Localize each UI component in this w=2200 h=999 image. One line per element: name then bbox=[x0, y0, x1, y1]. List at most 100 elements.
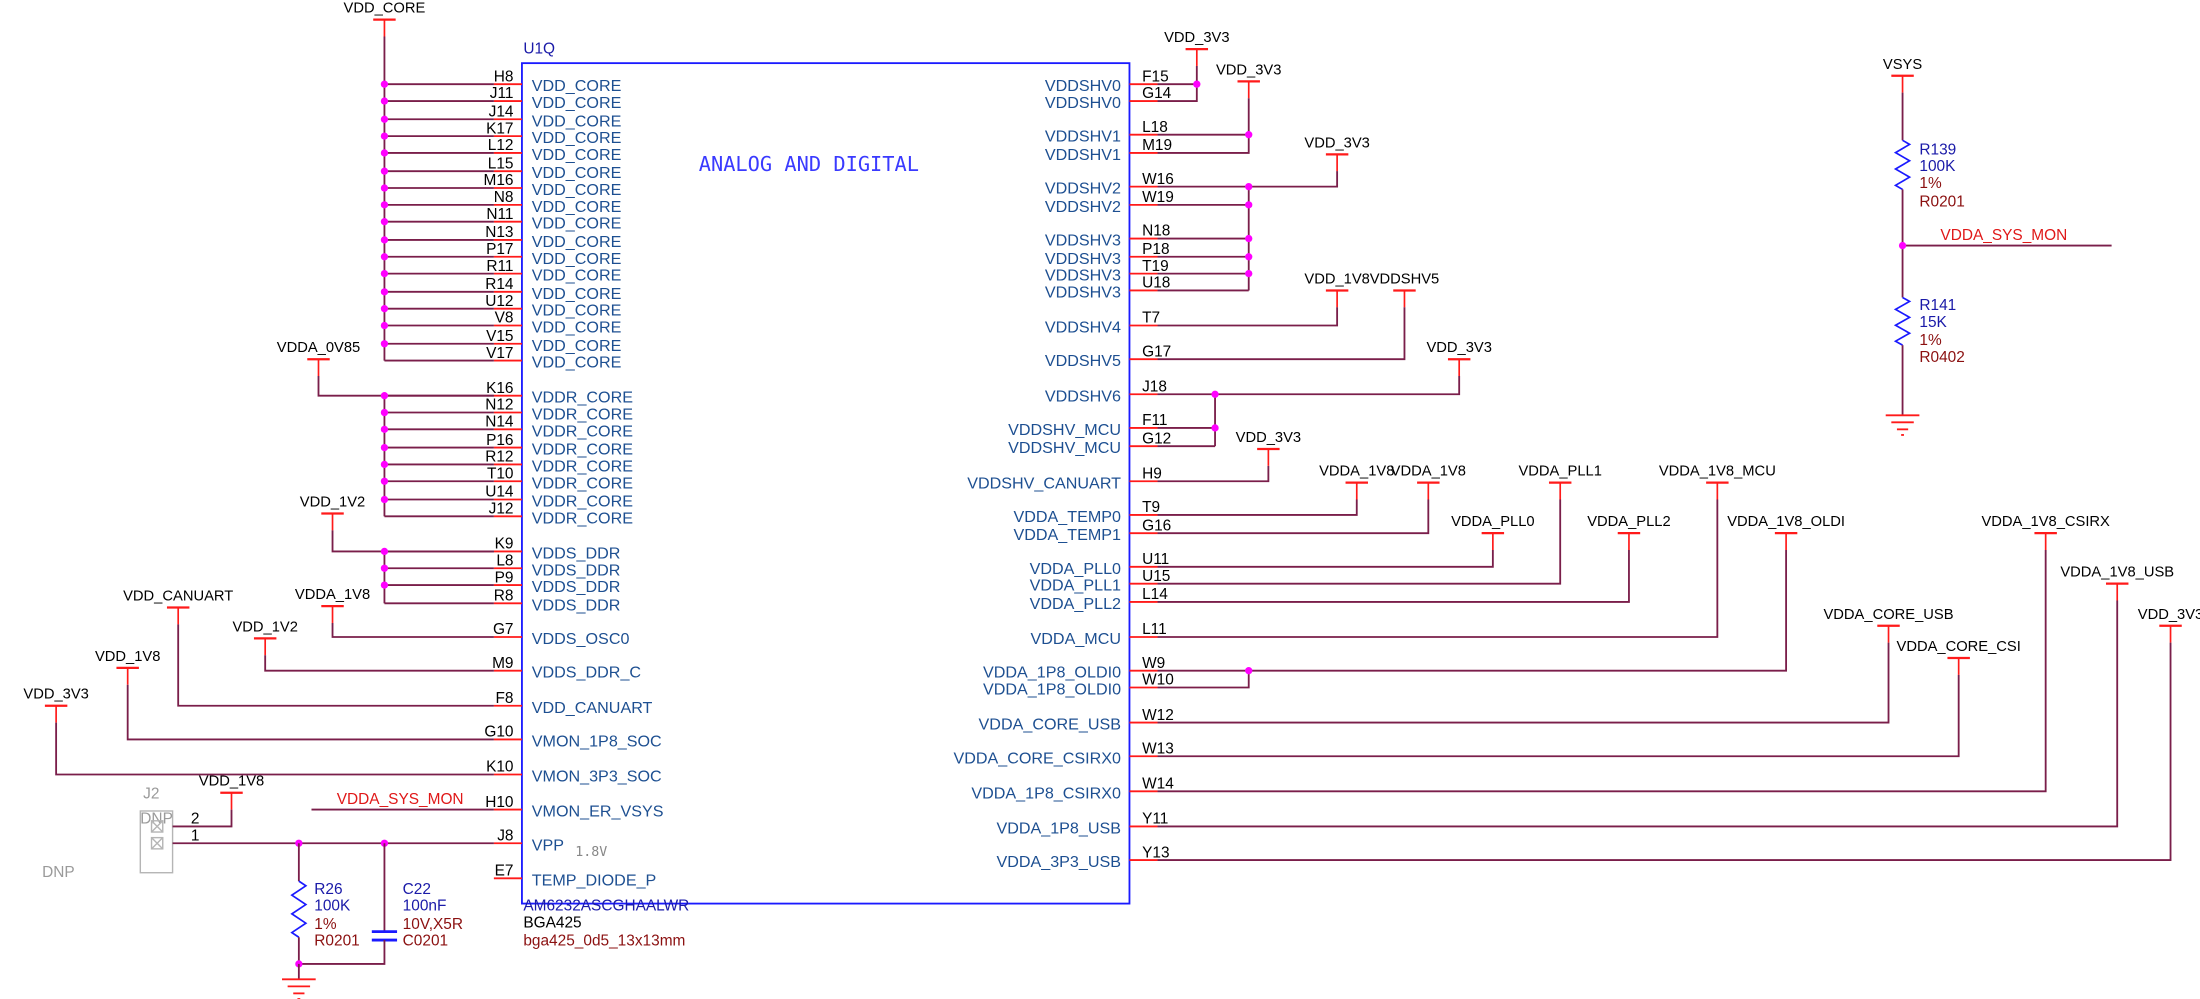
wire[interactable] bbox=[1157, 307, 1339, 327]
wire[interactable] bbox=[1157, 376, 1461, 396]
pin-name: VDDR_CORE bbox=[532, 441, 633, 459]
wire[interactable] bbox=[55, 722, 494, 776]
pin-number: M16 bbox=[484, 172, 514, 189]
wire[interactable] bbox=[1157, 499, 1719, 638]
pin-number: N18 bbox=[1142, 223, 1170, 240]
pin-number: F15 bbox=[1142, 68, 1169, 85]
wire[interactable] bbox=[1157, 98, 1250, 154]
wire[interactable] bbox=[1157, 550, 2047, 793]
pin-number: T10 bbox=[487, 465, 514, 482]
pin-number: N8 bbox=[494, 189, 514, 206]
pin-number: T9 bbox=[1142, 499, 1160, 516]
wire[interactable] bbox=[1157, 670, 1250, 689]
resistor-r26[interactable] bbox=[290, 880, 308, 938]
pin-name: VDDSHV0 bbox=[1045, 77, 1121, 95]
resistor-r139[interactable] bbox=[1893, 139, 1912, 191]
j2-pin-icon bbox=[150, 820, 164, 833]
chip-title: ANALOG AND DIGITAL bbox=[699, 152, 919, 176]
wire[interactable] bbox=[177, 624, 494, 707]
r141-value: 15K bbox=[1919, 314, 1947, 331]
power-label: VDD_CORE bbox=[344, 1, 426, 17]
wire[interactable] bbox=[172, 809, 233, 828]
power-label: VDDA_1V8_MCU bbox=[1659, 464, 1776, 480]
junction-dot bbox=[1211, 424, 1219, 432]
wire[interactable] bbox=[1157, 550, 1630, 603]
net-label-vdda-sys-mon-output[interactable]: VDDA_SYS_MON bbox=[1940, 227, 2067, 244]
wire[interactable] bbox=[264, 655, 494, 672]
pin-name: VDDSHV1 bbox=[1045, 146, 1121, 164]
wire[interactable] bbox=[298, 940, 386, 965]
pin-number: W9 bbox=[1142, 655, 1165, 672]
pin-number: K17 bbox=[486, 120, 513, 137]
power-label: VDDSHV5 bbox=[1370, 271, 1440, 287]
junction-dot bbox=[1211, 390, 1219, 398]
wire[interactable] bbox=[1157, 600, 2119, 828]
pin-name: VDD_CORE bbox=[532, 215, 622, 233]
pin-name: VDDR_CORE bbox=[532, 457, 633, 475]
j2-pin1-label: 1 bbox=[191, 827, 200, 844]
wire[interactable] bbox=[1157, 499, 1562, 585]
chip-part-number: AM6232ASCGHAALWR bbox=[523, 898, 689, 915]
junction-dot bbox=[380, 167, 389, 175]
power-label: VDDA_PLL2 bbox=[1587, 514, 1670, 530]
pin-number: U15 bbox=[1142, 568, 1170, 585]
net-label-vdda-sys-mon-input[interactable]: VDDA_SYS_MON bbox=[337, 791, 464, 808]
j2-header-body[interactable] bbox=[139, 810, 174, 874]
r26-value: 100K bbox=[314, 898, 351, 915]
pin-number: P17 bbox=[486, 241, 513, 258]
wire[interactable] bbox=[1157, 171, 1339, 188]
pin-number: L14 bbox=[1142, 586, 1168, 603]
pin-number: K16 bbox=[486, 380, 513, 397]
power-label: VDD_3V3 bbox=[1236, 430, 1301, 446]
wire[interactable] bbox=[1157, 550, 1494, 568]
pin-name: VDDSHV_CANUART bbox=[967, 474, 1121, 492]
wire[interactable] bbox=[1157, 642, 2172, 861]
chip-body-u1q[interactable] bbox=[521, 62, 1131, 905]
wire[interactable] bbox=[1157, 307, 1406, 361]
wire[interactable] bbox=[1157, 642, 1890, 724]
wire[interactable] bbox=[331, 530, 494, 553]
pin-number: L12 bbox=[488, 137, 514, 154]
resistor-r141[interactable] bbox=[1893, 296, 1912, 346]
junction-dot bbox=[380, 581, 389, 589]
pin-number: N13 bbox=[485, 224, 513, 241]
junction-dot bbox=[1193, 80, 1201, 88]
wire[interactable] bbox=[1157, 499, 1358, 516]
pin-name: VDDA_MCU bbox=[1031, 630, 1122, 648]
wire[interactable] bbox=[1157, 499, 1430, 535]
junction-dot bbox=[380, 392, 389, 400]
pin-number: R8 bbox=[494, 588, 514, 605]
pin-number: R12 bbox=[485, 449, 513, 466]
wire[interactable] bbox=[331, 622, 494, 638]
pin-number: M19 bbox=[1142, 137, 1172, 154]
pin-number: N11 bbox=[486, 206, 513, 223]
pin-name: VDDSHV3 bbox=[1045, 250, 1121, 268]
pin-name: VDDS_DDR bbox=[532, 578, 621, 596]
pin-name: VDDSHV1 bbox=[1045, 128, 1121, 146]
pin-number: M9 bbox=[492, 655, 513, 672]
wire[interactable] bbox=[317, 376, 494, 397]
r141-ref: R141 bbox=[1919, 297, 1956, 314]
pin-number: K10 bbox=[486, 759, 513, 776]
pin-name: VDD_CORE bbox=[532, 198, 622, 216]
pin-name: VDDA_TEMP0 bbox=[1014, 508, 1122, 526]
chip-ref: U1Q bbox=[523, 40, 555, 57]
junction-dot bbox=[380, 495, 389, 504]
power-label: VDD_3V3 bbox=[2138, 607, 2200, 623]
j2-ref: J2 bbox=[143, 785, 159, 802]
wire[interactable] bbox=[1157, 550, 1788, 672]
wire[interactable] bbox=[1157, 65, 1198, 102]
wire[interactable] bbox=[1157, 674, 1960, 758]
pin-name: VDDR_CORE bbox=[532, 493, 633, 511]
pin-name: VDD_CORE bbox=[532, 285, 622, 303]
r26-tolerance: 1% bbox=[314, 916, 337, 933]
power-label: VDD_3V3 bbox=[23, 687, 88, 703]
pin-number: H9 bbox=[1142, 465, 1162, 482]
pin-name: VDDA_1P8_OLDI0 bbox=[983, 681, 1121, 699]
pin-name: VDDA_PLL2 bbox=[1030, 595, 1121, 613]
wire[interactable] bbox=[1157, 465, 1270, 483]
junction-dot bbox=[1245, 667, 1253, 675]
pin-name: VDD_CORE bbox=[532, 354, 622, 372]
wire[interactable] bbox=[126, 684, 494, 741]
pin-name: VDDA_1P8_USB bbox=[996, 819, 1121, 837]
